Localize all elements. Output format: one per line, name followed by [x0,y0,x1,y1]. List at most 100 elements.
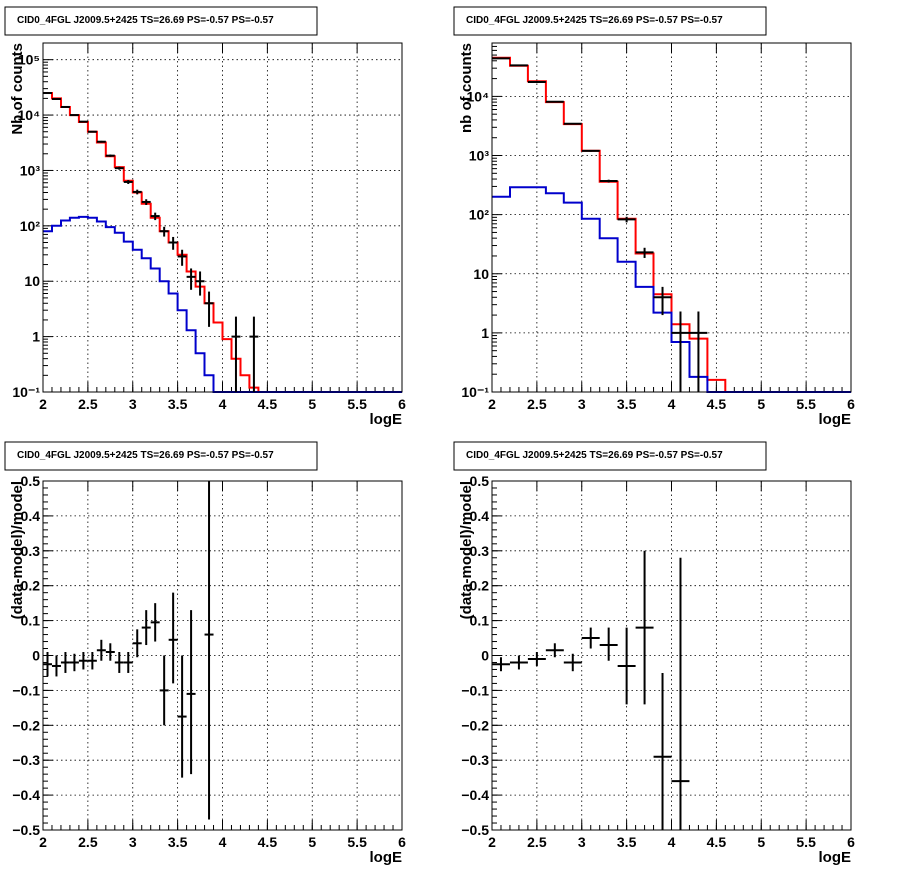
y-tick-label: 0.2 [470,578,490,594]
y-tick-label: −0.2 [461,717,489,733]
y-tick-label: 10⁴ [467,88,490,104]
data-point [51,655,61,677]
y-tick-label: 0.4 [21,508,41,524]
y-tick-label: 10² [20,218,41,234]
data-point [492,657,510,672]
data-point [617,627,636,705]
y-axis-title: Nb of counts [9,43,26,135]
data-point [87,130,97,133]
data-point [43,92,52,95]
y-axis-title: (data-model)/model [458,481,475,619]
y-tick-label: −0.1 [12,682,40,698]
x-tick-label: 5 [757,834,765,850]
data-point [159,655,169,726]
x-tick-label: 4.5 [707,396,727,412]
x-tick-label: 4 [219,834,227,850]
y-tick-label: 0.3 [470,543,490,559]
x-tick-label: 5.5 [347,396,367,412]
x-axis-title: logE [819,849,852,866]
data-point [141,610,151,646]
x-tick-label: 2.5 [78,834,98,850]
data-point [599,179,618,183]
y-tick-label: 10² [469,207,490,223]
data-point [87,652,97,670]
chart-title: CID0_4FGL J2009.5+2425 TS=26.69 PS=-0.57… [17,15,274,26]
x-tick-label: 3.5 [168,834,188,850]
data-point [69,114,79,117]
data-point [96,140,106,143]
data-point [132,189,142,195]
data-points-0 [492,550,690,830]
x-tick-label: 4.5 [707,834,727,850]
x-tick-label: 5 [308,834,316,850]
data-point [545,643,564,658]
y-axis-title: (data-model)/model [9,481,26,619]
data-point [60,105,70,108]
chart-title: CID0_4FGL J2009.5+2425 TS=26.69 PS=-0.57… [466,15,723,26]
x-tick-label: 6 [398,396,406,412]
data-point [599,627,618,661]
title-box [453,6,767,36]
data-point [671,311,690,392]
x-axis-title: logE [370,849,403,866]
data-point [168,592,178,684]
y-tick-label: 0.5 [21,473,41,489]
x-tick-label: 2 [488,834,496,850]
data-point [123,180,133,184]
data-point [177,655,187,778]
x-tick-label: 2 [39,834,47,850]
x-tick-label: 3 [129,834,137,850]
x-tick-label: 5.5 [796,834,816,850]
y-tick-label: −0.2 [12,717,40,733]
title-box [4,6,318,36]
x-tick-label: 3.5 [617,834,637,850]
y-tick-label: 0 [481,648,489,664]
data-points-2 [492,57,708,392]
x-tick-label: 4 [668,834,676,850]
data-point [671,557,690,830]
y-tick-label: −0.3 [461,752,489,768]
data-point [78,652,88,670]
x-tick-label: 2 [39,396,47,412]
data-point [177,249,187,266]
y-tick-label: 0.1 [21,613,41,629]
x-tick-label: 4.5 [258,396,278,412]
x-tick-label: 6 [847,396,855,412]
y-tick-label: 10⁻¹ [461,384,489,400]
x-tick-label: 2 [488,396,496,412]
y-tick-label: 10³ [469,148,490,164]
y-tick-label: 0.3 [21,543,41,559]
data-point [509,655,528,670]
x-tick-label: 2.5 [78,396,98,412]
data-point [159,226,169,237]
data-point [150,212,160,221]
plot-frame [42,42,403,393]
data-point [105,643,115,661]
x-tick-label: 5.5 [796,396,816,412]
x-tick-label: 3.5 [168,396,188,412]
x-tick-label: 2.5 [527,834,547,850]
data-point [545,100,564,103]
tick-marks [42,480,403,831]
residual-plot-left: CID0_4FGL J2009.5+2425 TS=26.69 PS=-0.57… [4,441,406,866]
data-point [635,247,654,258]
x-axis-title: logE [370,411,403,428]
data-point [132,629,142,658]
data-point [689,311,708,392]
title-box [4,441,318,471]
plot-frame [42,480,403,831]
data-point [186,268,196,290]
title-box [453,441,767,471]
data-point [78,120,88,123]
residual-plot-right: CID0_4FGL J2009.5+2425 TS=26.69 PS=-0.57… [453,441,855,866]
data-point [563,122,582,125]
y-tick-label: 0.5 [470,473,490,489]
y-tick-label: −0.3 [12,752,40,768]
data-point [653,672,672,830]
plot-frame [491,42,852,393]
data-points-0 [43,481,214,820]
x-tick-label: 4 [668,396,676,412]
y-axis-title: nb of counts [458,43,475,133]
chart-title: CID0_4FGL J2009.5+2425 TS=26.69 PS=-0.57… [466,450,723,461]
data-point [43,652,52,677]
